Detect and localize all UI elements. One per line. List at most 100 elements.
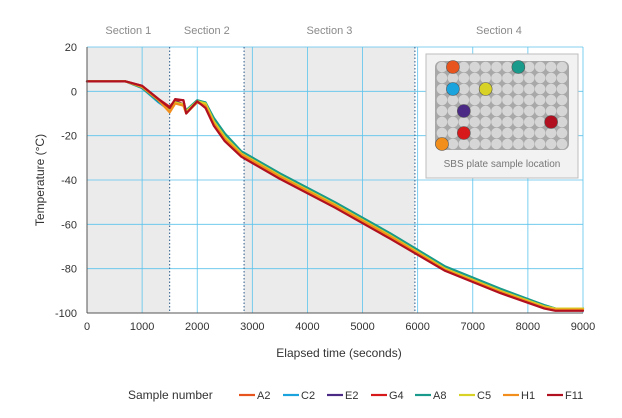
plate-well <box>447 127 459 139</box>
section-label-2: Section 2 <box>184 25 230 37</box>
plate-well <box>523 105 535 117</box>
well-marker-a2 <box>446 60 460 74</box>
plate-well <box>534 83 546 95</box>
plate-well <box>534 127 546 139</box>
series-lines <box>85 80 585 312</box>
plate-well <box>556 138 568 150</box>
axes <box>86 47 583 314</box>
plate-well <box>513 94 524 106</box>
legend-label-a8: A8 <box>433 390 446 402</box>
y-tick-label: -60 <box>61 219 77 231</box>
plate-well <box>436 61 448 73</box>
plate-well <box>491 72 502 84</box>
plate-well <box>436 116 448 128</box>
plate-outline <box>435 61 569 150</box>
plate-well <box>491 83 502 95</box>
plate-well <box>458 83 470 95</box>
legend-label-e2: E2 <box>345 390 358 402</box>
plate-well <box>491 105 502 117</box>
plate-well <box>556 105 568 117</box>
plate-well <box>523 138 535 150</box>
plate-well <box>491 138 502 150</box>
x-tick-label: 2000 <box>185 321 209 333</box>
x-tick-label: 3000 <box>240 321 264 333</box>
plate-well <box>436 127 448 139</box>
plate-well <box>513 116 524 128</box>
section-label-3: Section 3 <box>307 25 353 37</box>
plate-well <box>513 138 524 150</box>
y-tick-label: -40 <box>61 175 77 187</box>
x-tick-label: 9000 <box>571 321 595 333</box>
well-marker-g4 <box>457 126 471 140</box>
plate-well <box>556 83 568 95</box>
well-marker-h1 <box>435 137 449 151</box>
legend-label-a2: A2 <box>257 390 270 402</box>
plate-well <box>545 127 557 139</box>
plate-well <box>545 105 557 117</box>
x-axis-title: Elapsed time (seconds) <box>276 346 401 360</box>
plate-well <box>480 127 491 139</box>
plate-well <box>469 83 481 95</box>
x-tick-labels: 0 1000 2000 3000 4000 5000 6000 7000 8000 9000 <box>84 321 595 333</box>
well-marker-c5 <box>478 82 493 96</box>
plate-well <box>447 94 459 106</box>
series-line-f11 <box>85 80 585 312</box>
plate-well <box>447 138 459 150</box>
plate-well <box>534 61 546 73</box>
plate-well <box>523 61 535 73</box>
plate-well <box>556 72 568 84</box>
plate-well <box>545 61 557 73</box>
plate-well <box>458 116 470 128</box>
x-tick-label: 6000 <box>405 321 429 333</box>
plate-well <box>502 127 513 139</box>
plate-well <box>447 72 459 84</box>
plate-location-inset: SBS plate sample location <box>425 53 579 179</box>
plate-well <box>491 61 502 73</box>
y-tick-labels: 20 0 -20 -40 -60 -80 -100 <box>55 42 77 320</box>
legend-title: Sample number <box>128 388 213 402</box>
plate-well <box>491 116 502 128</box>
plate-well <box>469 72 481 84</box>
plate-well <box>523 116 535 128</box>
plate-well <box>436 83 448 95</box>
plate-well <box>523 127 535 139</box>
plate-well <box>556 127 568 139</box>
plate-well <box>523 72 535 84</box>
section-labels: Section 1 Section 2 Section 3 Section 4 <box>105 25 521 37</box>
plate-well <box>556 116 568 128</box>
plate-well <box>534 105 546 117</box>
plate-well <box>545 72 557 84</box>
well-marker-f11 <box>544 115 558 129</box>
plate-well <box>502 138 513 150</box>
plate-well <box>534 72 546 84</box>
plate-well <box>502 61 513 73</box>
legend: Sample number A2 C2 E2 G4 A8 C5 H1 F11 <box>128 388 583 402</box>
plate-well <box>480 94 491 106</box>
legend-label-f11: F11 <box>565 390 583 402</box>
section-label-4: Section 4 <box>476 25 522 37</box>
plate-well <box>545 83 557 95</box>
legend-label-c5: C5 <box>477 390 491 402</box>
y-tick-label: 0 <box>71 86 77 98</box>
plate-well <box>502 94 513 106</box>
plate-well <box>480 138 491 150</box>
plate-well <box>502 72 513 84</box>
x-tick-label: 4000 <box>295 321 319 333</box>
plate-well <box>480 61 491 73</box>
plate-well <box>447 116 459 128</box>
legend-label-h1: H1 <box>521 390 535 402</box>
plate-well <box>480 116 491 128</box>
plate-well <box>545 138 557 150</box>
plate-well <box>491 94 502 106</box>
legend-label-g4: G4 <box>389 390 404 402</box>
legend-label-c2: C2 <box>301 390 315 402</box>
plate-well <box>523 83 535 95</box>
x-tick-label: 7000 <box>461 321 485 333</box>
plate-well <box>502 105 513 117</box>
plate-well <box>502 116 513 128</box>
plate-well <box>480 72 491 84</box>
plate-well <box>556 94 568 106</box>
plate-well <box>491 127 502 139</box>
plate-well <box>556 61 568 73</box>
